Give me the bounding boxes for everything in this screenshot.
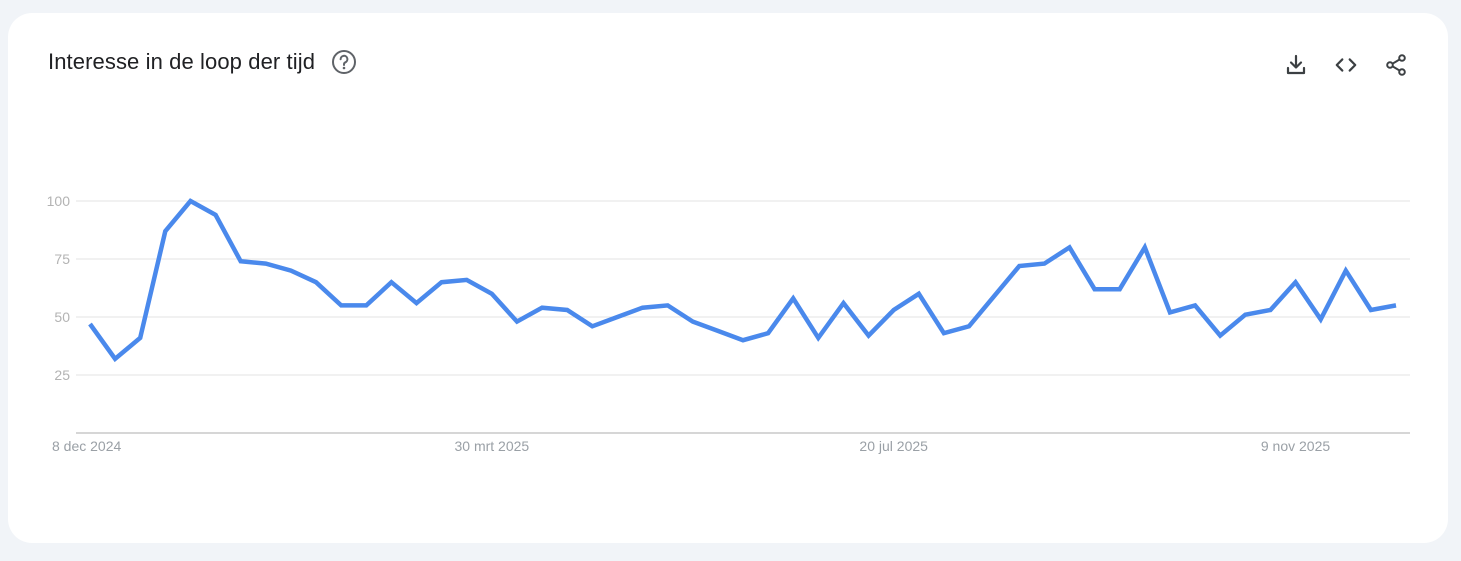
data-point [137,335,143,341]
share-icon[interactable] [1384,53,1408,77]
code-icon[interactable] [1334,53,1358,77]
data-point [765,330,771,336]
data-point [1242,312,1248,318]
data-point [690,319,696,325]
data-point [539,305,545,311]
data-point [288,268,294,274]
data-point [1016,263,1022,269]
y-tick-label-100: 100 [47,193,71,209]
data-point [941,330,947,336]
y-tick-label-50: 50 [54,309,70,325]
data-point [640,305,646,311]
data-point [665,302,671,308]
data-point [966,323,972,329]
data-point [866,333,872,339]
data-point [1117,286,1123,292]
data-point [162,228,168,234]
x-tick-label: 9 nov 2025 [1261,438,1330,454]
data-point [338,302,344,308]
data-point [715,328,721,334]
data-point [87,321,93,327]
data-point [489,291,495,297]
data-point [740,337,746,343]
data-point [891,307,897,313]
data-point [187,198,193,204]
data-point [464,277,470,283]
data-point [1368,307,1374,313]
chart-actions [1284,53,1408,77]
y-tick-label-25: 25 [54,367,70,383]
line-chart: 25 50 75 100 8 dec 2024 30 mrt 2025 20 jul 202… [47,193,1410,454]
data-point [1318,316,1324,322]
data-point [439,279,445,285]
download-icon[interactable] [1284,53,1308,77]
x-tick-label: 8 dec 2024 [52,438,121,454]
y-tick-label-75: 75 [54,251,70,267]
data-point [1217,333,1223,339]
data-point [916,291,922,297]
data-point [263,261,269,267]
data-point [414,300,420,306]
data-point [840,300,846,306]
data-point [514,319,520,325]
data-point [614,314,620,320]
x-tick-label: 30 mrt 2025 [454,438,529,454]
data-point [1067,244,1073,250]
data-point [1167,309,1173,315]
x-tick-label: 20 jul 2025 [859,438,928,454]
data-point [1343,268,1349,274]
card-header: Interesse in de loop der tijd [48,49,357,75]
data-point [388,279,394,285]
data-point [589,323,595,329]
data-point [564,307,570,313]
interest-over-time-card: Interesse in de loop der tijd [8,13,1448,543]
data-point [1041,261,1047,267]
data-point [815,335,821,341]
help-circle-icon[interactable] [331,49,357,75]
data-point [1092,286,1098,292]
data-point [363,302,369,308]
data-point [790,295,796,301]
data-point [1267,307,1273,313]
data-point [1293,279,1299,285]
data-point [1142,244,1148,250]
card-title: Interesse in de loop der tijd [48,49,316,74]
data-point [213,212,219,218]
data-point [991,293,997,299]
data-point [313,279,319,285]
series-line [88,198,1397,363]
data-point [1393,302,1399,308]
data-point [112,356,118,362]
data-point [1192,302,1198,308]
data-point [238,258,244,264]
